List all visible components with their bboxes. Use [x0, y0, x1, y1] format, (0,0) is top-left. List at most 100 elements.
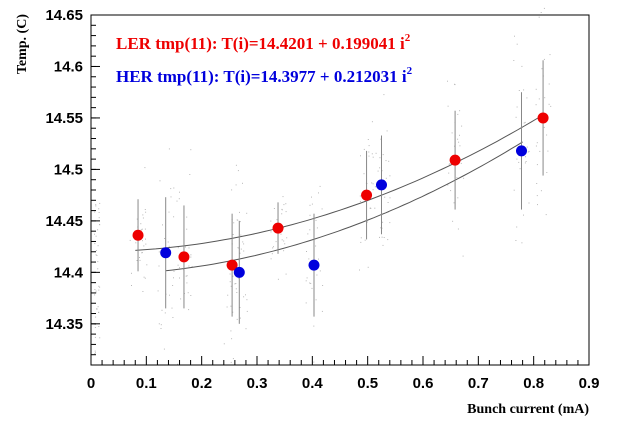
- scatter-dot: [524, 121, 526, 123]
- data-point-ler: [361, 189, 373, 201]
- scatter-dot: [178, 198, 180, 200]
- scatter-dot: [168, 211, 170, 213]
- scatter-dot: [98, 289, 100, 291]
- scatter-dot: [232, 358, 234, 360]
- scatter-dot: [537, 204, 538, 206]
- scatter-dot: [311, 287, 313, 289]
- scatter-dot: [190, 149, 192, 151]
- scatter-dot: [237, 170, 239, 172]
- scatter-dot: [99, 337, 101, 339]
- scatter-dot: [235, 288, 237, 290]
- data-point-ler: [178, 251, 190, 263]
- scatter-dot: [463, 177, 465, 179]
- scatter-dot: [97, 245, 99, 247]
- scatter-dot: [313, 325, 315, 327]
- scatter-dot: [284, 243, 286, 245]
- scatter-dot: [516, 43, 518, 45]
- scatter-dot: [308, 258, 310, 260]
- scatter-dot: [525, 156, 526, 158]
- scatter-dot: [389, 197, 391, 199]
- scatter-dot: [374, 186, 376, 188]
- scatter-dot: [164, 312, 166, 314]
- scatter-dot: [359, 195, 361, 197]
- scatter-dot: [94, 243, 96, 245]
- scatter-dot: [271, 253, 273, 255]
- scatter-dot: [377, 170, 379, 172]
- scatter-dot: [229, 273, 231, 275]
- scatter-dot: [95, 352, 96, 354]
- scatter-dot: [322, 285, 324, 286]
- scatter-dot: [270, 220, 272, 222]
- scatter-dot: [359, 201, 361, 202]
- scatter-dot: [307, 233, 309, 235]
- scatter-dot: [281, 213, 283, 215]
- scatter-dot: [275, 241, 277, 243]
- scatter-dot: [239, 211, 240, 213]
- scatter-dot: [189, 174, 191, 175]
- scatter-dot: [543, 58, 545, 60]
- scatter-dot: [243, 250, 245, 252]
- scatter-dot: [285, 273, 287, 275]
- scatter-dot: [359, 269, 360, 271]
- scatter-dot: [548, 103, 550, 105]
- scatter-dot: [161, 309, 163, 311]
- x-tick-label: 0.9: [579, 375, 600, 392]
- scatter-dot: [145, 211, 147, 213]
- scatter-dot: [450, 190, 452, 192]
- scatter-dot: [535, 104, 537, 106]
- scatter-dot: [360, 241, 362, 243]
- scatter-dot: [526, 146, 528, 148]
- scatter-dot: [173, 277, 174, 279]
- scatter-dot: [309, 204, 311, 206]
- scatter-dot: [97, 268, 99, 270]
- scatter-dot: [371, 121, 373, 123]
- scatter-dot: [321, 310, 323, 312]
- x-tick-label: 0.8: [523, 375, 544, 392]
- scatter-dot: [97, 306, 99, 308]
- scatter-dot: [145, 243, 147, 245]
- y-tick-label: 14.4: [54, 264, 84, 281]
- scatter-dot: [459, 145, 461, 147]
- scatter-dot: [142, 291, 144, 292]
- scatter-dot: [177, 264, 179, 266]
- scatter-dot: [283, 240, 285, 242]
- scatter-dot: [524, 162, 526, 164]
- scatter-dot: [173, 187, 175, 189]
- scatter-dot: [168, 148, 170, 150]
- scatter-dot: [456, 177, 458, 179]
- scatter-dot: [448, 172, 450, 174]
- scatter-dot: [454, 145, 455, 147]
- scatter-dot: [230, 330, 232, 332]
- scatter-dot: [547, 150, 549, 152]
- scatter-dot: [94, 233, 95, 235]
- scatter-dot: [523, 89, 525, 91]
- y-tick-label: 14.65: [45, 7, 83, 24]
- scatter-dot: [98, 217, 100, 219]
- scatter-dot: [233, 222, 235, 224]
- axis-ticks: [90, 14, 590, 366]
- scatter-dot: [462, 255, 464, 257]
- scatter-dot: [318, 192, 319, 194]
- scatter-dot: [186, 282, 188, 284]
- scatter-dot: [235, 184, 237, 186]
- scatter-dot: [364, 239, 366, 241]
- scatter-dot: [360, 155, 361, 157]
- y-tick-label: 14.6: [54, 58, 83, 75]
- scatter-dot: [460, 162, 462, 164]
- scatter-dot: [144, 228, 146, 230]
- scatter-dot: [273, 246, 274, 248]
- scatter-dot: [94, 289, 96, 290]
- legend-her-text: HER tmp(11): T(i)=14.3977 + 0.212031 i: [116, 67, 407, 86]
- scatter-dot: [135, 242, 137, 244]
- scatter-dot: [188, 265, 190, 267]
- scatter-dot: [449, 163, 451, 165]
- scatter-dot: [97, 261, 99, 263]
- scatter-dot: [374, 207, 376, 209]
- scatter-dot: [170, 196, 172, 198]
- scatter-dot: [385, 160, 387, 162]
- scatter-dot: [162, 224, 163, 226]
- scatter-dot: [387, 239, 389, 241]
- scatter-dot: [142, 240, 143, 242]
- fit-curve-her: [165, 141, 523, 272]
- scatter-dot: [97, 229, 99, 231]
